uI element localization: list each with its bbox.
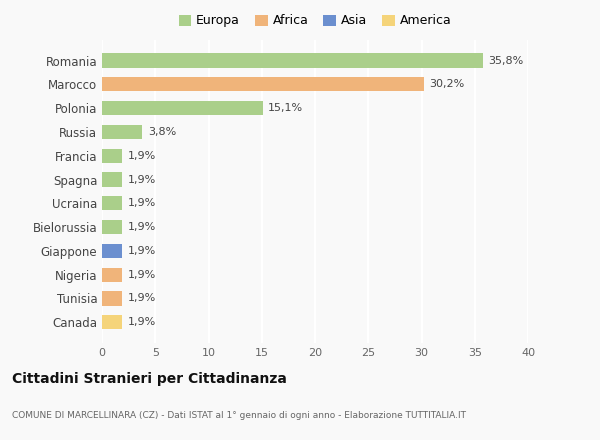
Bar <box>102 101 263 115</box>
Text: 1,9%: 1,9% <box>128 270 156 280</box>
Bar <box>102 53 483 68</box>
Bar <box>102 220 122 234</box>
Text: COMUNE DI MARCELLINARA (CZ) - Dati ISTAT al 1° gennaio di ogni anno - Elaborazio: COMUNE DI MARCELLINARA (CZ) - Dati ISTAT… <box>12 411 466 420</box>
Bar <box>102 149 122 163</box>
Text: 1,9%: 1,9% <box>128 222 156 232</box>
Text: 15,1%: 15,1% <box>268 103 303 113</box>
Text: Cittadini Stranieri per Cittadinanza: Cittadini Stranieri per Cittadinanza <box>12 372 287 386</box>
Bar <box>102 315 122 330</box>
Bar <box>102 244 122 258</box>
Bar <box>102 77 424 92</box>
Text: 1,9%: 1,9% <box>128 293 156 304</box>
Bar <box>102 291 122 306</box>
Bar <box>102 125 142 139</box>
Text: 30,2%: 30,2% <box>429 79 464 89</box>
Text: 3,8%: 3,8% <box>148 127 176 137</box>
Text: 1,9%: 1,9% <box>128 198 156 208</box>
Text: 1,9%: 1,9% <box>128 175 156 184</box>
Bar <box>102 268 122 282</box>
Text: 35,8%: 35,8% <box>488 55 524 66</box>
Text: 1,9%: 1,9% <box>128 317 156 327</box>
Legend: Europa, Africa, Asia, America: Europa, Africa, Asia, America <box>173 9 457 33</box>
Text: 1,9%: 1,9% <box>128 151 156 161</box>
Text: 1,9%: 1,9% <box>128 246 156 256</box>
Bar <box>102 172 122 187</box>
Bar <box>102 196 122 210</box>
